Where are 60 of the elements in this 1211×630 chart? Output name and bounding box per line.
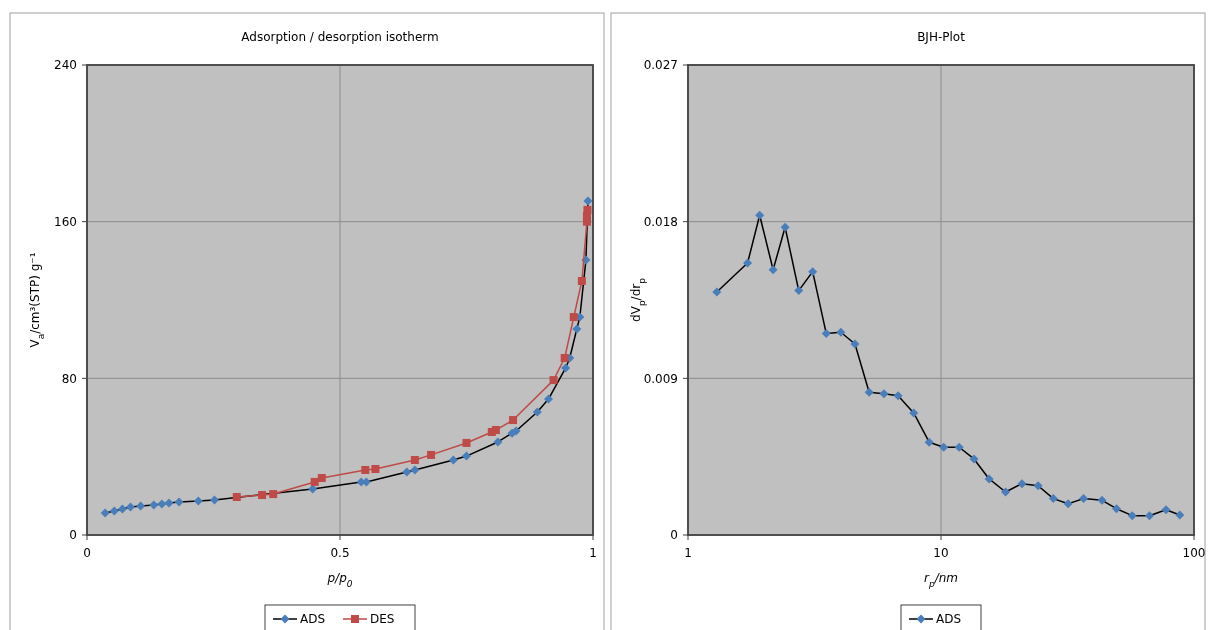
point xyxy=(164,498,174,508)
point xyxy=(572,324,582,334)
point xyxy=(126,502,136,512)
y-tick-label: 0.009 xyxy=(643,371,678,386)
point xyxy=(269,490,278,499)
point xyxy=(561,363,571,373)
point xyxy=(532,407,542,417)
point xyxy=(493,437,503,447)
point xyxy=(136,501,146,511)
legend-label: ADS xyxy=(936,612,962,627)
point xyxy=(193,496,203,506)
point xyxy=(210,495,220,505)
x-tick-label: 1 xyxy=(589,546,597,560)
x-axis-title: p/p$_{0}$ xyxy=(326,571,353,589)
point xyxy=(560,353,569,362)
point xyxy=(109,506,119,516)
x-tick-label: 1 xyxy=(684,546,692,560)
y-tick-label: 80 xyxy=(61,371,77,386)
point xyxy=(509,416,518,425)
point xyxy=(258,491,267,500)
point xyxy=(149,500,159,510)
point xyxy=(549,376,558,385)
x-tick-label: 10 xyxy=(933,546,949,560)
x-tick-label: 100 xyxy=(1182,546,1206,560)
point xyxy=(100,508,110,518)
y-tick-label: 240 xyxy=(54,58,77,73)
chart-title: BJH-Plot xyxy=(917,30,966,44)
legend-label: DES xyxy=(370,612,395,627)
point xyxy=(427,450,436,459)
point xyxy=(174,497,184,507)
x-tick-label: 0 xyxy=(83,546,91,560)
point xyxy=(157,499,167,509)
point xyxy=(308,484,318,494)
chart-title: Adsorption / desorption isotherm xyxy=(241,30,439,44)
point xyxy=(462,438,471,447)
point xyxy=(582,217,591,226)
point xyxy=(361,465,370,474)
point xyxy=(577,277,586,285)
y-tick-label: 0.027 xyxy=(643,58,678,73)
point xyxy=(583,196,593,206)
y-tick-label: 0 xyxy=(670,528,678,543)
point xyxy=(117,504,127,514)
point xyxy=(317,474,326,483)
point xyxy=(371,465,380,473)
point xyxy=(462,451,471,461)
point xyxy=(448,455,458,465)
point xyxy=(410,456,419,464)
point xyxy=(402,467,412,477)
y-tick-label: 160 xyxy=(54,214,77,229)
legend-label: ADS xyxy=(300,612,326,627)
point xyxy=(232,493,241,502)
point xyxy=(569,313,578,322)
point xyxy=(410,465,420,475)
point xyxy=(310,477,319,486)
point xyxy=(543,394,553,404)
y-tick-label: 0 xyxy=(69,528,77,543)
x-tick-label: 0.5 xyxy=(330,546,350,560)
y-tick-label: 0.018 xyxy=(643,214,678,229)
x-axis-title: r$_{p}$/nm xyxy=(924,571,958,589)
point xyxy=(487,427,496,436)
